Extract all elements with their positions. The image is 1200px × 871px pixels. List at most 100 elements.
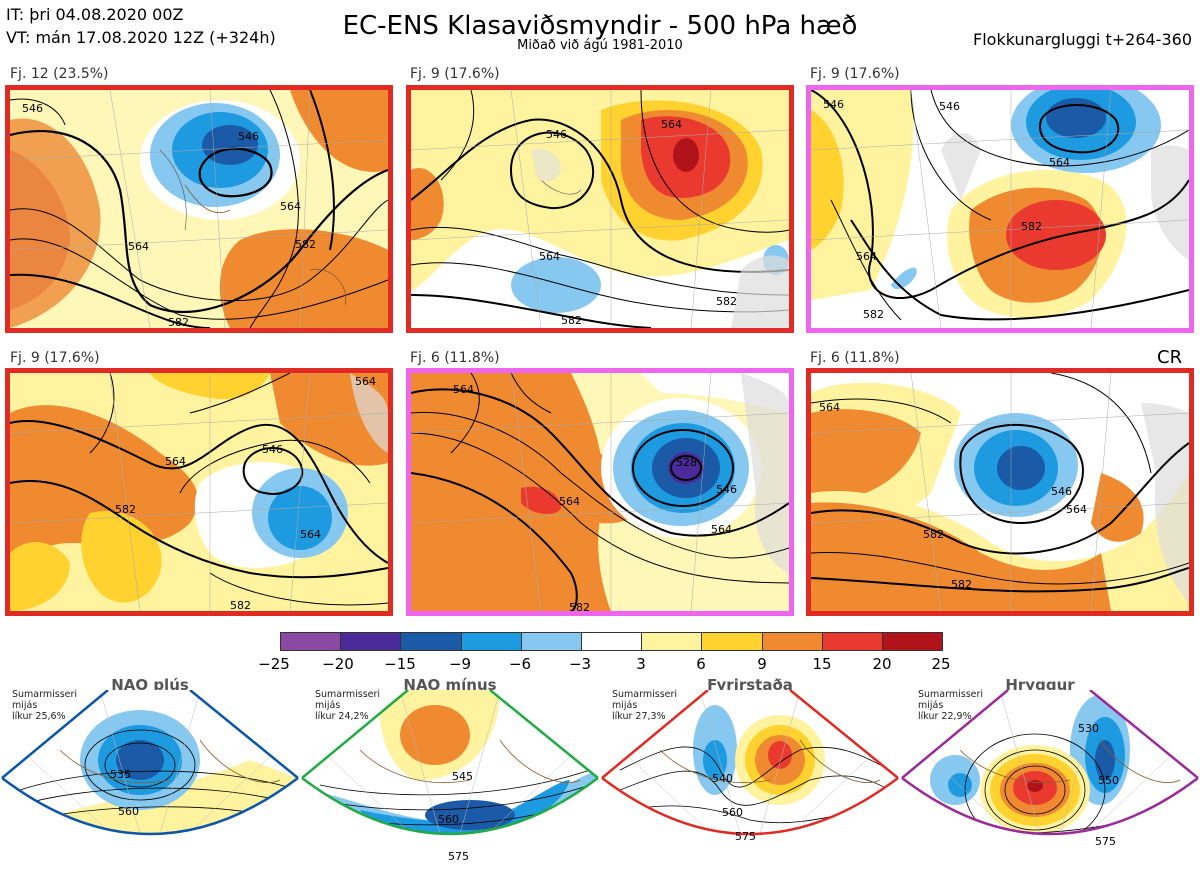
regime-sector-blocking[interactable]: 540 560 575 [600, 690, 900, 871]
contour-label: 546 [262, 443, 283, 456]
map-panel-5[interactable]: 564 528 546 564 582 564 [406, 368, 794, 616]
colorbar [280, 632, 943, 651]
contour-label: 546 [22, 102, 43, 115]
note-line: Sumarmisseri [612, 689, 678, 700]
issue-time: IT: þri 04.08.2020 00Z [6, 5, 184, 24]
contour-label: 560 [722, 806, 743, 819]
colorbar-bin [341, 633, 402, 650]
note-line: Sumarmisseri [315, 689, 381, 700]
contour-label: 560 [118, 805, 139, 818]
contour-label: 546 [238, 130, 259, 143]
contour-label: 582 [923, 528, 944, 541]
contour-label: 546 [823, 98, 844, 111]
page-title: EC-ENS Klasaviðsmyndir - 500 hPa hæð [342, 11, 858, 41]
colorbar-bin [581, 633, 643, 650]
regime-note: Sumarmisseri mijás líkur 22,9% [918, 689, 998, 722]
map-panel-1[interactable]: 546 564 582 564 546 582 [5, 85, 393, 333]
note-line: mijás [12, 700, 38, 711]
note-line: mijás [918, 700, 944, 711]
contour-label: 564 [300, 528, 321, 541]
contour-label: 564 [355, 375, 376, 388]
contour-label: 564 [128, 240, 149, 253]
contour-label: 564 [819, 401, 840, 414]
regime-title: Fyrirstaða [707, 676, 793, 694]
colorbar-bin [822, 633, 883, 650]
contour-label: 582 [863, 308, 884, 321]
colorbar-tick: −9 [448, 655, 472, 673]
map-panel-4[interactable]: 564 564 546 582 564 582 [5, 368, 393, 616]
contour-label: 564 [1066, 503, 1087, 516]
map-panel-2[interactable]: 546 564 564 582 582 [406, 85, 794, 333]
panel-label: Fj. 9 (17.6%) [810, 66, 900, 82]
colorbar-bin [882, 633, 943, 650]
contour-label: 550 [1098, 774, 1119, 787]
contour-label: 564 [539, 250, 560, 263]
contour-label: 575 [448, 850, 469, 863]
colorbar-bin [401, 633, 462, 650]
note-line: líkur 22,9% [918, 711, 972, 722]
regime-sector-nao-plus[interactable]: 535 560 [0, 690, 300, 871]
contour-label: 530 [1078, 722, 1099, 735]
panel-label: Fj. 12 (23.5%) [10, 66, 109, 82]
note-line: mijás [315, 700, 341, 711]
classification-window: Flokkunargluggi t+264-360 [973, 30, 1192, 49]
contour-label: 575 [735, 830, 756, 843]
map-panel-6[interactable]: 564 546 564 582 582 [806, 368, 1194, 616]
contour-label: 546 [1051, 485, 1072, 498]
contour-label: 564 [1049, 156, 1070, 169]
colorbar-tick: 15 [812, 655, 832, 673]
note-line: líkur 27,3% [612, 711, 666, 722]
contour-label: 560 [438, 813, 459, 826]
colorbar-tick: −15 [384, 655, 416, 673]
contour-label: 582 [569, 601, 590, 611]
valid-time: VT: mán 17.08.2020 12Z (+324h) [6, 28, 276, 47]
note-line: Sumarmisseri [918, 689, 984, 700]
colorbar-bin [642, 633, 703, 650]
colorbar-tick: 6 [696, 655, 706, 673]
contour-label: 528 [676, 456, 697, 469]
contour-label: 575 [1095, 835, 1116, 848]
contour-label: 582 [230, 599, 251, 611]
contour-label: 582 [168, 316, 189, 328]
contour-label: 535 [110, 768, 131, 781]
map-panel-3[interactable]: 546 546 564 582 564 582 [806, 85, 1194, 333]
contour-label: 564 [280, 200, 301, 213]
regime-sector-nao-minus[interactable]: 545 560 575 [300, 690, 600, 871]
regime-title: Hryggur [1005, 676, 1075, 694]
colorbar-bin [461, 633, 522, 650]
note-line: Sumarmisseri [12, 689, 78, 700]
cr-label: CR [1157, 347, 1183, 368]
page-subtitle: Miðað við ágú 1981-2010 [517, 38, 683, 53]
colorbar-tick: −25 [258, 655, 290, 673]
note-line: líkur 24,2% [315, 711, 369, 722]
colorbar-tick: 9 [757, 655, 767, 673]
panel-label: Fj. 6 (11.8%) [810, 350, 900, 366]
contour-label: 564 [453, 383, 474, 396]
contour-label: 582 [951, 578, 972, 591]
regime-sector-ridge[interactable]: 530 550 575 [900, 690, 1200, 871]
colorbar-tick: −6 [508, 655, 532, 673]
colorbar-bin [762, 633, 823, 650]
note-line: líkur 25,6% [12, 711, 66, 722]
colorbar-tick: −3 [568, 655, 592, 673]
contour-label: 582 [561, 314, 582, 327]
contour-label: 564 [559, 495, 580, 508]
colorbar-bin [702, 633, 763, 650]
panel-label: Fj. 9 (17.6%) [410, 66, 500, 82]
contour-label: 546 [716, 483, 737, 496]
contour-label: 582 [716, 295, 737, 308]
regime-title: NAO plús [111, 676, 189, 694]
regime-note: Sumarmisseri mijás líkur 27,3% [612, 689, 692, 722]
colorbar-tick: −20 [322, 655, 354, 673]
colorbar-bin [521, 633, 582, 650]
panel-label: Fj. 9 (17.6%) [10, 350, 100, 366]
colorbar-tick: 20 [872, 655, 892, 673]
regime-title: NAO mínus [403, 676, 497, 694]
contour-label: 582 [1021, 220, 1042, 233]
regime-note: Sumarmisseri mijás líkur 25,6% [12, 689, 92, 722]
contour-label: 564 [711, 523, 732, 536]
colorbar-tick: 25 [931, 655, 951, 673]
contour-label: 564 [661, 118, 682, 131]
contour-label: 564 [856, 250, 877, 263]
contour-label: 540 [712, 772, 733, 785]
